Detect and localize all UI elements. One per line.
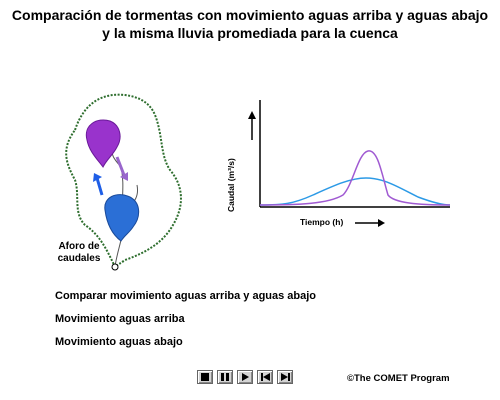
pause-button[interactable] (217, 370, 233, 384)
title-line-2: y la misma lluvia promediada para la cue… (102, 25, 398, 41)
y-axis-label: Caudal (m³/s) (226, 158, 236, 212)
upstream-storm (85, 119, 121, 168)
downstream-hydrograph-curve (259, 177, 451, 206)
copyright-text: ©The COMET Program (347, 373, 450, 384)
hydrograph (248, 100, 451, 227)
upstream-hydrograph-curve (259, 150, 451, 206)
stream-gauge-label: Aforo de caudales (50, 241, 108, 265)
rewind-button[interactable] (257, 370, 273, 384)
skip-back-icon (260, 373, 270, 381)
title-line-1: Comparación de tormentas con movimiento … (11, 7, 489, 23)
play-icon (242, 373, 249, 381)
basin-diagram (65, 93, 182, 271)
stream-gauge-marker (111, 263, 119, 271)
gauge-label-line-1: Aforo de (58, 241, 100, 252)
upstream-movement-link[interactable]: Movimiento aguas arriba (55, 313, 185, 325)
stop-button[interactable] (197, 370, 213, 384)
basin-outline (65, 93, 182, 269)
gauge-label-line-2: caudales (57, 253, 101, 264)
downstream-storm (104, 194, 140, 242)
playback-controls (197, 370, 293, 384)
x-axis-label: Tiempo (h) (300, 217, 344, 227)
compare-movement-link[interactable]: Comparar movimiento aguas arriba y aguas… (55, 290, 317, 302)
upward-arrow (93, 173, 104, 196)
stop-icon (201, 373, 209, 381)
x-axis-arrow (355, 219, 385, 227)
end-button[interactable] (277, 370, 293, 384)
play-button[interactable] (237, 370, 253, 384)
pause-icon (221, 373, 229, 381)
skip-forward-icon (280, 373, 290, 381)
page-title: Comparación de tormentas con movimiento … (0, 6, 500, 42)
y-axis-arrow (248, 111, 256, 140)
downward-arrow (115, 156, 128, 181)
downstream-movement-link[interactable]: Movimiento aguas abajo (55, 336, 183, 348)
